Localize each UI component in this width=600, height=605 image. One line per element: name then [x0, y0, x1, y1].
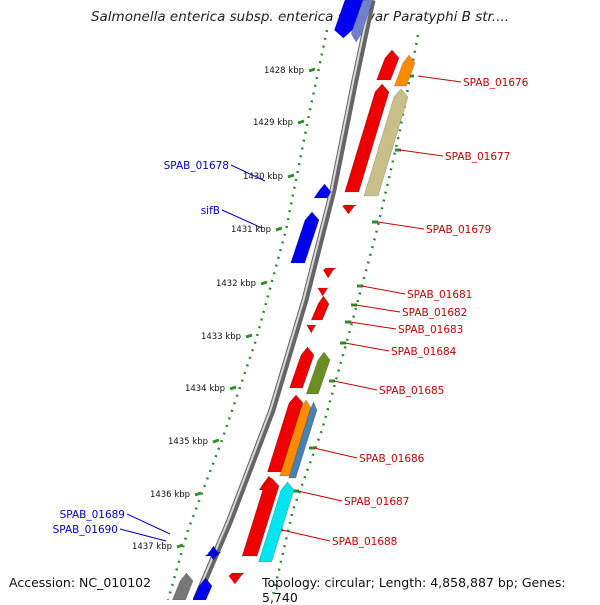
gene-label-forward[interactable]: SPAB_01681	[407, 289, 472, 301]
ruler-tick	[308, 67, 316, 73]
ruler-tick	[287, 173, 295, 179]
ruler-tick-label: 1434 kbp	[185, 384, 225, 394]
gene-label-leader	[399, 149, 444, 157]
gene-label-leader	[333, 380, 378, 391]
topology-text: Topology: circular; Length: 4,858,887 bp…	[262, 575, 566, 605]
gene-label-leader	[313, 447, 358, 459]
gene-forward-glyph[interactable]	[342, 204, 358, 215]
gene-label-reverse[interactable]: sifB	[201, 205, 220, 217]
gene-label-reverse[interactable]: SPAB_01678	[164, 160, 229, 172]
gene-reverse-glyph[interactable]	[192, 577, 213, 600]
gene-forward-glyph[interactable]	[241, 477, 280, 557]
ruler-tick	[212, 438, 220, 444]
gene-label-forward[interactable]: SPAB_01686	[359, 453, 425, 465]
gene-forward-glyph[interactable]	[344, 83, 390, 193]
ruler-tick	[229, 385, 237, 391]
gene-label-leader	[297, 490, 343, 502]
accession-text: Accession: NC_010102	[9, 575, 152, 590]
gene-forward-glyph[interactable]	[306, 324, 318, 334]
gene-label-leader	[281, 529, 331, 542]
ruler-tick-label: 1431 kbp	[231, 225, 271, 235]
genome-backbone-highlight	[193, 0, 372, 600]
gene-label-leader	[377, 221, 425, 230]
gene-forward-glyph[interactable]	[376, 49, 400, 81]
gene-label-leader	[230, 164, 266, 182]
gene-label-forward[interactable]: SPAB_01679	[426, 224, 491, 236]
gene-label-forward[interactable]: SPAB_01677	[445, 151, 510, 163]
map-title: Salmonella enterica subsp. enterica sero…	[90, 9, 510, 25]
gene-label-leader	[355, 304, 401, 313]
ruler-guide-left	[166, 29, 329, 600]
ruler-tick-label: 1429 kbp	[253, 118, 293, 128]
gene-label-forward[interactable]: SPAB_01684	[391, 346, 457, 358]
gene-label-forward[interactable]: SPAB_01682	[402, 307, 467, 319]
ruler-tick-label: 1435 kbp	[168, 437, 208, 447]
gene-label-leader	[349, 321, 397, 330]
gene-label-leader	[221, 209, 263, 229]
gene-label-forward[interactable]: SPAB_01683	[398, 324, 463, 336]
ruler-tick	[260, 280, 268, 286]
ruler-tick-label: 1433 kbp	[201, 332, 241, 342]
gene-forward-glyph[interactable]	[289, 346, 315, 389]
gene-reverse-glyph[interactable]	[207, 551, 222, 561]
ruler-tick-label: 1430 kbp	[243, 172, 283, 182]
gene-reverse-glyph[interactable]	[313, 183, 332, 199]
gene-label-leader	[361, 285, 406, 295]
gene-forward-glyph[interactable]	[267, 394, 304, 473]
gene-forward-glyph[interactable]	[228, 572, 245, 585]
gene-label-leader	[126, 513, 171, 535]
gene-forward-glyph[interactable]	[305, 351, 331, 395]
gene-label-leader	[119, 528, 167, 542]
ruler-tick	[176, 543, 184, 549]
gene-forward-glyph[interactable]	[393, 54, 416, 87]
gene-forward-glyph[interactable]	[363, 88, 409, 197]
gene-reverse-glyph[interactable]	[350, 0, 374, 43]
gene-forward-glyph[interactable]	[258, 481, 295, 563]
gene-label-forward[interactable]: SPAB_01676	[463, 77, 529, 89]
ruler-tick-label: 1436 kbp	[150, 490, 190, 500]
genome-backbone	[192, 0, 376, 600]
ruler-tick-label: 1428 kbp	[264, 66, 304, 76]
gene-reverse-glyph[interactable]	[172, 572, 194, 600]
ruler-tick-label: 1437 kbp	[132, 542, 172, 552]
gene-reverse-glyph[interactable]	[334, 0, 364, 39]
gene-label-reverse[interactable]: SPAB_01690	[53, 524, 118, 536]
gene-label-leader	[417, 75, 462, 83]
ruler-tick	[275, 226, 283, 232]
gene-forward-glyph[interactable]	[288, 401, 318, 479]
gene-label-leader	[344, 342, 390, 352]
gene-reverse-glyph[interactable]	[290, 211, 320, 264]
gene-forward-glyph[interactable]	[317, 287, 330, 297]
gene-forward-glyph[interactable]	[279, 399, 312, 477]
gene-forward-glyph[interactable]	[322, 267, 337, 279]
ruler-tick	[245, 333, 253, 339]
gene-label-forward[interactable]: SPAB_01687	[344, 496, 409, 508]
gene-label-forward[interactable]: SPAB_01685	[379, 385, 444, 397]
ruler-tick	[194, 491, 202, 497]
ruler-tick	[297, 119, 305, 125]
gene-forward-glyph[interactable]	[310, 295, 330, 321]
ruler-tick-label: 1432 kbp	[216, 279, 256, 289]
ruler-guide-right	[270, 34, 420, 600]
gene-label-reverse[interactable]: SPAB_01689	[60, 509, 125, 521]
gene-label-forward[interactable]: SPAB_01688	[332, 536, 397, 548]
